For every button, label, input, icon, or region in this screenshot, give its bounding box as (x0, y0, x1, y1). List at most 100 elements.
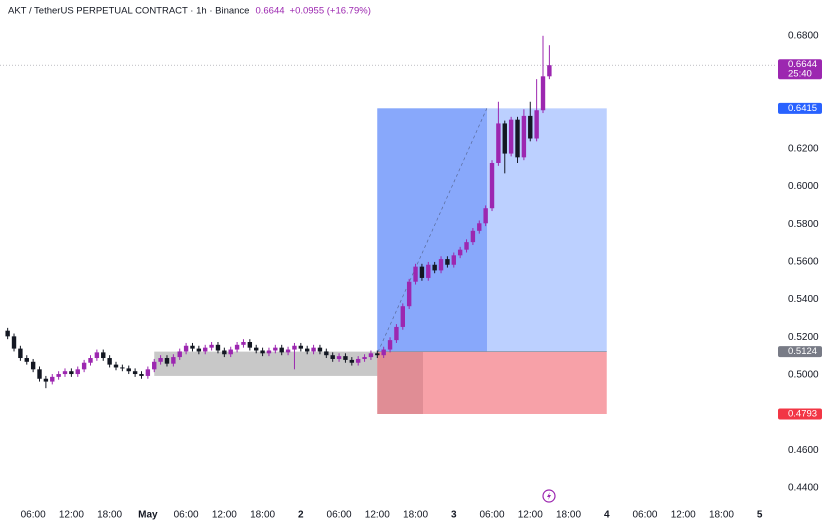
candle-body (158, 358, 163, 362)
candle-body (145, 369, 151, 376)
x-tick-label: May (138, 510, 158, 521)
candle-body (228, 349, 233, 355)
candle-body (324, 351, 329, 356)
candle-body (368, 353, 374, 358)
candle-body (279, 347, 284, 353)
x-tick-label: 12:00 (59, 510, 84, 521)
candle-body (190, 345, 195, 349)
price-badge (778, 59, 822, 80)
candle-body (164, 358, 170, 364)
x-tick-label: 06:00 (21, 510, 46, 521)
chart-title: AKT / TetherUS PERPETUAL CONTRACT · 1h ·… (8, 6, 249, 17)
stop-badge (778, 408, 822, 420)
y-tick-label: 0.6200 (788, 144, 819, 155)
candle-body (419, 266, 425, 278)
candle-body (547, 65, 552, 77)
candle-body (317, 347, 323, 352)
target-badge-label: 0.6415 (788, 103, 817, 114)
candle-body (285, 349, 291, 353)
candle-body (62, 371, 68, 375)
target-badge (778, 102, 822, 114)
candle-body (483, 208, 488, 224)
candle-body (101, 352, 106, 359)
candle-body (515, 119, 520, 158)
x-tick-label: 12:00 (671, 510, 696, 521)
candle-body (43, 378, 49, 382)
candle-body (152, 361, 157, 370)
candle-body (234, 344, 240, 350)
candle-body (30, 361, 36, 370)
candle-body (426, 264, 431, 278)
candle-body (311, 347, 316, 352)
candle-body (508, 119, 514, 154)
countdown: 25:40 (788, 69, 812, 80)
candle-body (400, 306, 405, 327)
candle-body (113, 364, 119, 368)
stop-badge-label: 0.4793 (788, 409, 817, 420)
candle-body (381, 349, 386, 356)
candle-body (50, 376, 55, 382)
candle-body (406, 281, 412, 307)
candle-body (171, 357, 176, 364)
price-badge-label: 0.6644 (788, 59, 817, 70)
trend-line (377, 107, 488, 353)
x-tick-label: 4 (604, 510, 610, 521)
candle-body (209, 344, 214, 348)
candle-body (464, 242, 469, 250)
candle-body (132, 371, 138, 375)
x-tick-label: 18:00 (403, 510, 428, 521)
candle-body (413, 266, 418, 282)
x-tick-label: 12:00 (518, 510, 543, 521)
candle-body (298, 345, 304, 349)
candle-body (457, 249, 463, 256)
y-tick-label: 0.5800 (788, 219, 819, 230)
candle-body (451, 255, 456, 265)
candle-body (349, 359, 355, 363)
x-tick-label: 06:00 (174, 510, 199, 521)
alert-icon[interactable] (542, 489, 556, 503)
y-tick-label: 0.4400 (788, 483, 819, 494)
candle-body (330, 355, 335, 359)
candle-body (273, 347, 278, 351)
candle-body (292, 345, 297, 350)
candle-body (528, 115, 533, 139)
candle-body (222, 350, 227, 355)
candle-body (260, 350, 265, 354)
y-tick-label: 0.5400 (788, 294, 819, 305)
x-tick-label: 06:00 (327, 510, 352, 521)
x-tick-label: 18:00 (250, 510, 275, 521)
y-tick-label: 0.5000 (788, 370, 819, 381)
candle-body (24, 358, 29, 362)
y-tick-label: 0.5200 (788, 332, 819, 343)
x-tick-label: 5 (757, 510, 763, 521)
entry-badge (778, 346, 822, 358)
candle-body (343, 356, 348, 360)
entry-badge-label: 0.5124 (788, 346, 817, 357)
y-tick-label: 0.4600 (788, 445, 819, 456)
y-tick-label: 0.5600 (788, 257, 819, 268)
x-tick-label: 06:00 (480, 510, 505, 521)
candle-body (394, 326, 399, 341)
candle-body (336, 356, 342, 359)
candle-body (247, 342, 253, 348)
candle-body (203, 347, 208, 352)
x-tick-label: 3 (451, 510, 457, 521)
candle-body (432, 264, 437, 271)
candle-body (496, 123, 501, 163)
candle-body (120, 367, 125, 369)
candle-body (445, 259, 450, 265)
y-tick-label: 0.6800 (788, 30, 819, 41)
candle-body (177, 351, 182, 358)
candle-body (521, 115, 527, 158)
candle-body (489, 162, 495, 209)
candle-body (266, 350, 272, 354)
candle-body (196, 348, 202, 352)
candle-body (126, 368, 131, 372)
candle-body (107, 358, 112, 365)
x-tick-label: 18:00 (709, 510, 734, 521)
candle-body (37, 369, 42, 379)
header-price: 0.6644 (255, 6, 284, 17)
x-tick-label: 12:00 (212, 510, 237, 521)
x-tick-label: 06:00 (632, 510, 657, 521)
